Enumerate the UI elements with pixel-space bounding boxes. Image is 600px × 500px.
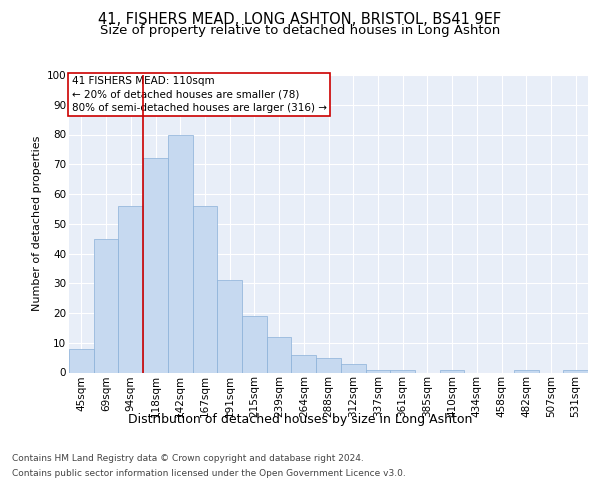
Text: Distribution of detached houses by size in Long Ashton: Distribution of detached houses by size … [128, 412, 472, 426]
Bar [292, 354, 316, 372]
Bar [390, 370, 415, 372]
Bar [69, 348, 94, 372]
Bar [168, 134, 193, 372]
Text: Size of property relative to detached houses in Long Ashton: Size of property relative to detached ho… [100, 24, 500, 37]
Bar [440, 370, 464, 372]
Text: Contains HM Land Registry data © Crown copyright and database right 2024.: Contains HM Land Registry data © Crown c… [12, 454, 364, 463]
Text: 41 FISHERS MEAD: 110sqm
← 20% of detached houses are smaller (78)
80% of semi-de: 41 FISHERS MEAD: 110sqm ← 20% of detache… [71, 76, 326, 113]
Bar [118, 206, 143, 372]
Bar [365, 370, 390, 372]
Bar [267, 337, 292, 372]
Bar [94, 238, 118, 372]
Bar [193, 206, 217, 372]
Bar [514, 370, 539, 372]
Bar [242, 316, 267, 372]
Bar [143, 158, 168, 372]
Bar [563, 370, 588, 372]
Bar [341, 364, 365, 372]
Bar [316, 358, 341, 372]
Bar [217, 280, 242, 372]
Text: 41, FISHERS MEAD, LONG ASHTON, BRISTOL, BS41 9EF: 41, FISHERS MEAD, LONG ASHTON, BRISTOL, … [98, 12, 502, 28]
Text: Contains public sector information licensed under the Open Government Licence v3: Contains public sector information licen… [12, 469, 406, 478]
Y-axis label: Number of detached properties: Number of detached properties [32, 136, 43, 312]
